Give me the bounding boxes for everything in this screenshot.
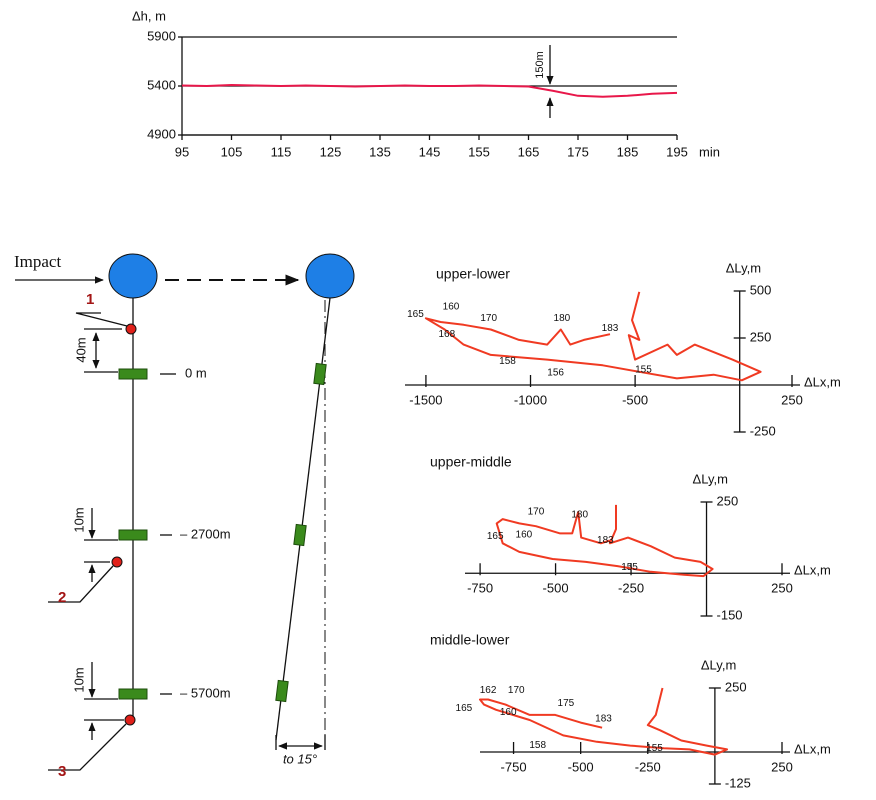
time-label: 158: [499, 356, 516, 367]
y-tick-label: -125: [725, 775, 751, 790]
time-label: 162: [480, 685, 497, 696]
x-tick-label: -750: [501, 759, 527, 774]
time-label: 156: [547, 367, 564, 378]
x-tick-label: 105: [221, 144, 243, 159]
spacing-label: 40m: [73, 337, 88, 362]
x-tick-label: 155: [468, 144, 490, 159]
tilt-label: to 15°: [283, 751, 317, 766]
spacing-label: 10m: [71, 667, 86, 692]
spacing-label: 10m: [71, 507, 86, 532]
x-tick-label: -1500: [409, 392, 442, 407]
time-label: 183: [602, 323, 619, 334]
x-tick-label: 95: [175, 144, 189, 159]
data-line: [182, 85, 677, 97]
x-tick-label: 135: [369, 144, 391, 159]
y-axis-label: Δh, m: [132, 8, 166, 23]
depth-label: – 5700m: [180, 685, 231, 700]
x-tick-label: 145: [419, 144, 441, 159]
x-axis-label: min: [699, 144, 720, 159]
x-tick-label: 250: [771, 759, 793, 774]
time-label: 155: [621, 562, 638, 573]
time-label: 155: [635, 365, 652, 376]
x-tick-label: 250: [781, 392, 803, 407]
y-tick-label: -150: [717, 607, 743, 622]
x-tick-label: 185: [617, 144, 639, 159]
figure: 150m Impact 0 m – 2700m – 5700m 1 2 3: [0, 0, 876, 800]
chart-title: upper-lower: [436, 266, 510, 282]
x-axis-label: ΔLx,m: [804, 374, 841, 389]
time-label: 158: [529, 740, 546, 751]
x-tick-label: 195: [666, 144, 688, 159]
time-label: 183: [597, 535, 614, 546]
data-line: [426, 292, 761, 380]
sensor: [125, 715, 135, 725]
y-tick-label: 5900: [147, 28, 176, 43]
y-tick-label: 4900: [147, 126, 176, 141]
x-axis-label: ΔLx,m: [794, 563, 831, 578]
instrument: [119, 530, 147, 540]
x-axis-label: ΔLx,m: [794, 741, 831, 756]
time-label: 183: [595, 713, 612, 724]
buoy: [109, 254, 157, 298]
x-tick-label: -750: [467, 581, 493, 596]
sensor: [112, 557, 122, 567]
x-tick-label: 175: [567, 144, 589, 159]
y-tick-label: 5400: [147, 77, 176, 92]
sensor-label: 1: [86, 291, 94, 308]
y-tick-label: 250: [725, 679, 747, 694]
mooring-diagram: Impact 0 m – 2700m – 5700m 1 2 3 40m: [14, 252, 354, 780]
time-label: 180: [571, 509, 588, 520]
buoy: [306, 254, 354, 298]
x-tick-label: 125: [320, 144, 342, 159]
x-tick-label: 115: [271, 144, 292, 159]
time-label: 180: [554, 313, 571, 324]
y-tick-label: -250: [750, 423, 776, 438]
sensor-label: 2: [58, 589, 66, 606]
time-label: 165: [487, 531, 504, 542]
instrument: [119, 689, 147, 699]
sensor-label: 3: [58, 763, 66, 780]
x-tick-label: -500: [622, 392, 648, 407]
time-label: 165: [407, 309, 424, 320]
time-label: 155: [646, 743, 663, 754]
y-axis-label: ΔLy,m: [693, 471, 728, 486]
y-tick-label: 500: [750, 282, 772, 297]
time-label: 170: [528, 507, 545, 518]
time-label: 160: [443, 302, 460, 313]
y-tick-label: 250: [717, 493, 739, 508]
instrument: [276, 680, 288, 701]
time-label: 170: [480, 313, 497, 324]
chart-title: upper-middle: [430, 454, 512, 470]
x-tick-label: -500: [543, 581, 569, 596]
x-tick-label: 250: [771, 581, 793, 596]
time-label: 165: [456, 703, 473, 714]
time-label: 175: [558, 698, 575, 709]
y-axis-label: ΔLy,m: [701, 657, 736, 672]
impact-label: Impact: [14, 252, 61, 271]
x-tick-label: -1000: [514, 392, 547, 407]
time-label: 160: [500, 707, 517, 718]
chart-title: middle-lower: [430, 632, 510, 648]
time-label: 170: [508, 685, 525, 696]
depth-annotation: 150m: [534, 45, 550, 118]
x-tick-label: -250: [618, 581, 644, 596]
time-label: 168: [438, 329, 455, 340]
instrument: [294, 524, 306, 545]
sensor: [126, 324, 136, 334]
leader: [76, 313, 127, 326]
y-axis-label: ΔLy,m: [726, 260, 761, 275]
depth-label: 0 m: [185, 365, 207, 380]
instrument: [314, 363, 326, 384]
instrument: [119, 369, 147, 379]
x-tick-label: -500: [568, 759, 594, 774]
x-tick-label: -250: [635, 759, 661, 774]
x-tick-label: 165: [518, 144, 540, 159]
depth-label: – 2700m: [180, 526, 231, 541]
y-tick-label: 250: [750, 329, 772, 344]
annotation: 150m: [534, 51, 546, 79]
time-label: 160: [516, 529, 533, 540]
